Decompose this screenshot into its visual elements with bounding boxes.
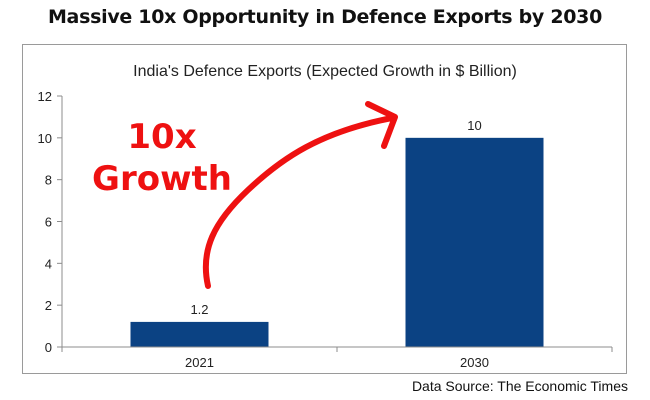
bar-2021 xyxy=(130,321,269,347)
y-tick-label: 2 xyxy=(45,298,52,313)
bar-2030 xyxy=(405,137,544,347)
data-label-2030: 10 xyxy=(467,118,481,133)
chart-title: India's Defence Exports (Expected Growth… xyxy=(133,63,517,80)
y-tick-label: 12 xyxy=(38,89,52,104)
x-tick-label-2021: 2021 xyxy=(185,355,214,370)
y-tick-label: 10 xyxy=(38,131,52,146)
data-label-2021: 1.2 xyxy=(190,302,208,317)
y-tick-label: 6 xyxy=(45,215,52,230)
page-headline: Massive 10x Opportunity in Defence Expor… xyxy=(47,6,603,28)
growth-label-line2: Growth xyxy=(92,159,232,199)
y-tick-label: 0 xyxy=(45,340,52,355)
growth-arrow-head xyxy=(365,101,398,149)
growth-label-line1: 10x xyxy=(127,117,196,157)
y-tick-label: 8 xyxy=(45,173,52,188)
y-tick-label: 4 xyxy=(45,256,52,271)
x-tick-label-2030: 2030 xyxy=(460,355,489,370)
data-source-note: Data Source: The Economic Times xyxy=(411,378,628,394)
growth-arrow xyxy=(202,115,395,289)
